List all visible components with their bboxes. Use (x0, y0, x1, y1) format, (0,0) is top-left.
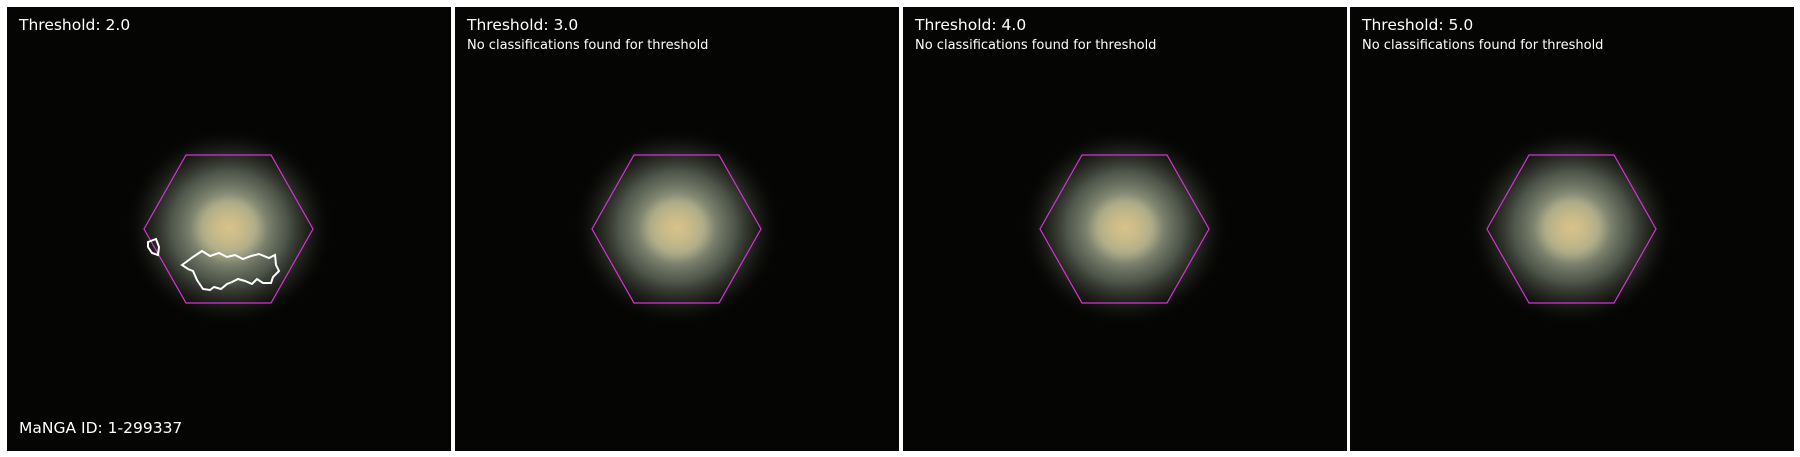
no-classifications-message: No classifications found for threshold (1362, 38, 1604, 53)
classification-contour-main (180, 249, 281, 292)
panel-title: Threshold: 5.0 (1362, 16, 1474, 34)
image-panel-2: Threshold: 3.0 No classifications found … (455, 7, 899, 451)
classification-contour-small (147, 237, 161, 257)
galaxy-image-2 (455, 7, 899, 451)
no-classifications-message: No classifications found for threshold (467, 38, 709, 53)
panel-title: Threshold: 2.0 (19, 16, 131, 34)
galaxy-core (1534, 194, 1610, 264)
galaxy-image-1 (7, 7, 451, 451)
galaxy-core (639, 194, 715, 264)
image-panel-3: Threshold: 4.0 No classifications found … (903, 7, 1347, 451)
galaxy-core (1087, 194, 1163, 264)
galaxy-core (191, 194, 267, 264)
manga-id-label: MaNGA ID: 1-299337 (19, 419, 183, 437)
hexagon-outline (1486, 154, 1657, 304)
hexagon-outline (591, 154, 762, 304)
image-panel-4: Threshold: 5.0 No classifications found … (1350, 7, 1794, 451)
hexagon-outline (1039, 154, 1210, 304)
panel-title: Threshold: 3.0 (467, 16, 579, 34)
image-panel-1: Threshold: 2.0 MaNGA ID: 1-299337 (7, 7, 451, 451)
galaxy-image-4 (1350, 7, 1794, 451)
hexagon-outline (143, 154, 314, 304)
panel-title: Threshold: 4.0 (915, 16, 1027, 34)
galaxy-image-3 (903, 7, 1347, 451)
no-classifications-message: No classifications found for threshold (915, 38, 1157, 53)
